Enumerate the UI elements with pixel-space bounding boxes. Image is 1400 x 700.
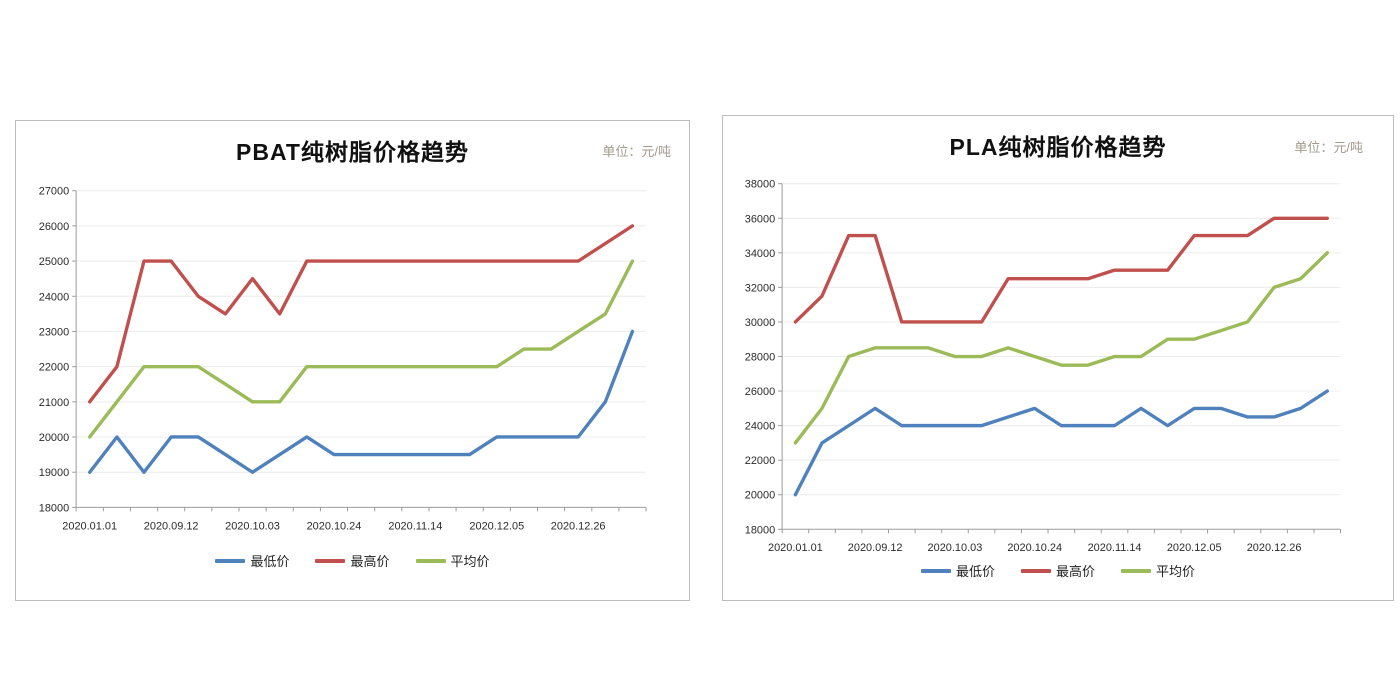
pbat-legend: 最低价 最高价 平均价 xyxy=(16,551,689,570)
svg-text:36000: 36000 xyxy=(745,213,775,225)
series-line-最低价 xyxy=(793,389,1329,497)
series-line-平均价 xyxy=(793,251,1329,445)
svg-text:2020.12.26: 2020.12.26 xyxy=(1247,542,1302,554)
series-line-平均价 xyxy=(88,259,635,439)
svg-text:2020.09.12: 2020.09.12 xyxy=(848,542,903,554)
legend-swatch-max-price xyxy=(1020,568,1051,573)
legend-swatch-max-price xyxy=(315,558,346,563)
svg-text:25000: 25000 xyxy=(39,256,69,268)
svg-text:38000: 38000 xyxy=(745,179,775,191)
series-line-最高价 xyxy=(793,216,1329,324)
legend-label-min-price: 最低价 xyxy=(250,554,290,569)
svg-text:2020.01.01: 2020.01.01 xyxy=(768,542,823,554)
svg-text:24000: 24000 xyxy=(745,421,775,433)
svg-text:26000: 26000 xyxy=(39,221,69,233)
svg-text:20000: 20000 xyxy=(745,490,775,502)
svg-text:2020.12.26: 2020.12.26 xyxy=(551,520,606,532)
legend-swatch-avg-price xyxy=(415,558,446,563)
svg-text:28000: 28000 xyxy=(745,351,775,363)
legend-item-max-price: 最高价 xyxy=(315,551,390,570)
svg-text:2020.11.14: 2020.11.14 xyxy=(1088,542,1142,554)
series-line-最低价 xyxy=(88,329,635,474)
svg-text:21000: 21000 xyxy=(39,397,69,409)
svg-text:27000: 27000 xyxy=(39,186,69,198)
svg-text:18000: 18000 xyxy=(39,502,69,514)
legend-item-min-price: 最低价 xyxy=(920,561,995,580)
pbat-chart-card: 18000 19000 20000 21000 22000 23000 24000 25000… xyxy=(15,120,690,601)
legend-label-max-price: 最高价 xyxy=(1055,564,1095,579)
legend-label-avg-price: 平均价 xyxy=(1156,564,1196,579)
series-line-最高价 xyxy=(88,224,635,404)
pbat-plot-area: 18000 19000 20000 21000 22000 23000 24000 25000… xyxy=(39,186,647,532)
legend-item-avg-price: 平均价 xyxy=(1121,561,1195,580)
svg-text:18000: 18000 xyxy=(745,524,775,536)
legend-swatch-min-price xyxy=(215,558,246,563)
svg-text:2020.10.03: 2020.10.03 xyxy=(928,542,983,554)
legend-label-max-price: 最高价 xyxy=(350,554,390,569)
legend-swatch-min-price xyxy=(920,568,951,573)
pla-legend: 最低价 最高价 平均价 xyxy=(723,561,1393,580)
svg-text:2020.10.03: 2020.10.03 xyxy=(225,520,280,532)
pla-unit-label: 单位：元/吨 xyxy=(1294,140,1363,155)
svg-text:23000: 23000 xyxy=(39,326,69,338)
svg-text:2020.12.05: 2020.12.05 xyxy=(1167,542,1222,554)
legend-item-max-price: 最高价 xyxy=(1020,561,1095,580)
svg-text:2020.11.14: 2020.11.14 xyxy=(388,520,442,532)
svg-text:2020.10.24: 2020.10.24 xyxy=(1007,542,1062,554)
svg-text:32000: 32000 xyxy=(745,282,775,294)
svg-text:2020.10.24: 2020.10.24 xyxy=(307,520,362,532)
svg-text:19000: 19000 xyxy=(39,467,69,479)
svg-text:30000: 30000 xyxy=(745,317,775,329)
legend-label-avg-price: 平均价 xyxy=(450,554,490,569)
svg-text:2020.09.12: 2020.09.12 xyxy=(144,520,199,532)
svg-text:24000: 24000 xyxy=(39,291,69,303)
legend-item-avg-price: 平均价 xyxy=(415,551,490,570)
svg-text:22000: 22000 xyxy=(39,362,69,374)
pla-chart-title: PLA纯树脂价格趋势 xyxy=(949,134,1167,160)
svg-text:20000: 20000 xyxy=(39,432,69,444)
pbat-unit-label: 单位：元/吨 xyxy=(602,144,671,159)
pla-chart-card: 18000 20000 22000 24000 26000 28000 30000 32000… xyxy=(722,115,1394,601)
svg-text:2020.01.01: 2020.01.01 xyxy=(62,520,117,532)
svg-text:2020.12.05: 2020.12.05 xyxy=(469,520,524,532)
pbat-chart-title: PBAT纯树脂价格趋势 xyxy=(236,139,469,165)
pla-plot-area: 18000 20000 22000 24000 26000 28000 30000 32000… xyxy=(745,179,1342,554)
svg-text:34000: 34000 xyxy=(745,248,775,260)
legend-swatch-avg-price xyxy=(1121,568,1151,573)
legend-label-min-price: 最低价 xyxy=(955,564,995,579)
svg-text:26000: 26000 xyxy=(745,386,775,398)
legend-item-min-price: 最低价 xyxy=(215,551,289,570)
svg-text:22000: 22000 xyxy=(745,455,775,467)
